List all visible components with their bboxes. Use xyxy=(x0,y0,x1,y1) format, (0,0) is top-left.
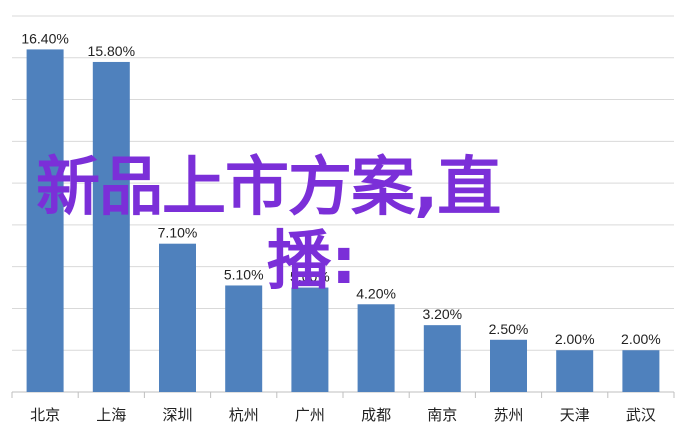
bar-3 xyxy=(225,285,263,392)
data-label-2: 7.10% xyxy=(158,225,198,241)
bar-5 xyxy=(357,304,395,392)
data-label-8: 2.00% xyxy=(555,331,595,347)
x-axis: 北京 上海 深圳 杭州 广州 成都 南京 苏州 天津 武汉 xyxy=(11,392,675,424)
bar-0 xyxy=(26,49,64,393)
data-label-4: 5.00% xyxy=(290,269,330,285)
x-tick-label-6: 南京 xyxy=(427,406,457,424)
data-label-9: 2.00% xyxy=(621,331,661,347)
bar-2 xyxy=(159,243,196,392)
data-label-5: 4.20% xyxy=(356,285,396,301)
bar-7 xyxy=(490,339,527,392)
data-label-7: 2.50% xyxy=(489,321,529,337)
bars xyxy=(26,49,660,393)
x-tick-label-2: 深圳 xyxy=(162,406,192,424)
x-tick-label-0: 北京 xyxy=(30,406,60,424)
bar-8 xyxy=(556,350,594,392)
x-tick-label-8: 天津 xyxy=(560,406,590,424)
data-label-6: 3.20% xyxy=(422,306,462,322)
x-tick-label-7: 苏州 xyxy=(493,406,523,424)
bar-4 xyxy=(291,287,329,392)
data-label-1: 15.80% xyxy=(88,43,135,59)
x-tick-label-9: 武汉 xyxy=(626,406,656,424)
data-labels: 16.40% 15.80% 7.10% 5.10% 5.00% 4.20% 3.20% 2.5… xyxy=(21,30,660,347)
bar-9 xyxy=(622,350,660,392)
data-label-3: 5.10% xyxy=(224,266,264,282)
data-label-0: 16.40% xyxy=(21,30,68,46)
bar-1 xyxy=(92,61,130,392)
x-tick-label-3: 杭州 xyxy=(229,406,259,424)
bar-6 xyxy=(423,325,461,392)
x-tick-label-1: 上海 xyxy=(96,406,126,424)
x-tick-label-5: 成都 xyxy=(361,406,391,424)
x-tick-label-4: 广州 xyxy=(295,406,325,424)
